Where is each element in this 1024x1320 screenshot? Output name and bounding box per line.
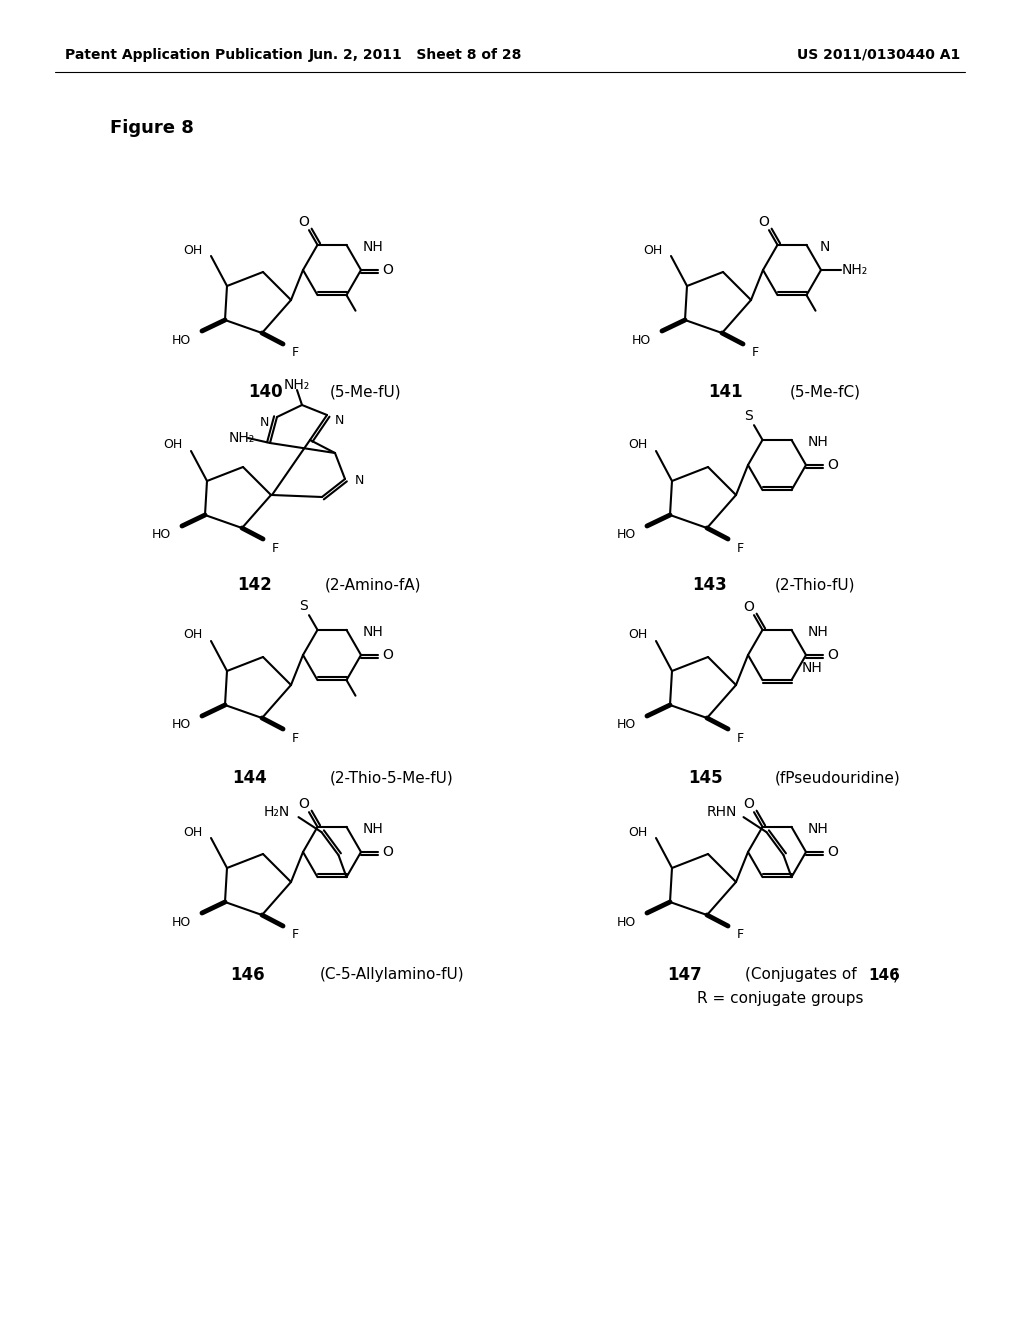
Text: O: O xyxy=(383,263,393,277)
Text: NH: NH xyxy=(802,661,822,675)
Text: OH: OH xyxy=(629,825,647,838)
Text: Patent Application Publication: Patent Application Publication xyxy=(65,48,303,62)
Text: (5-Me-fC): (5-Me-fC) xyxy=(790,384,861,400)
Text: HO: HO xyxy=(632,334,651,346)
Text: NH: NH xyxy=(808,434,828,449)
Text: H₂N: H₂N xyxy=(263,805,290,820)
Text: NH₂: NH₂ xyxy=(284,378,310,392)
Text: O: O xyxy=(299,796,309,810)
Text: OH: OH xyxy=(629,438,647,451)
Text: OH: OH xyxy=(164,438,182,451)
Text: OH: OH xyxy=(183,825,203,838)
Text: F: F xyxy=(292,346,299,359)
Text: NH₂: NH₂ xyxy=(842,263,868,277)
Text: NH: NH xyxy=(362,822,383,836)
Text: N: N xyxy=(335,413,344,426)
Text: S: S xyxy=(299,599,308,612)
Text: F: F xyxy=(292,928,299,941)
Text: ): ) xyxy=(893,968,899,982)
Text: 146: 146 xyxy=(230,966,265,983)
Text: O: O xyxy=(827,458,839,473)
Text: NH: NH xyxy=(808,624,828,639)
Text: (2-Amino-fA): (2-Amino-fA) xyxy=(325,578,422,593)
Text: NH₂: NH₂ xyxy=(229,432,255,445)
Text: US 2011/0130440 A1: US 2011/0130440 A1 xyxy=(797,48,961,62)
Text: 143: 143 xyxy=(692,576,727,594)
Text: O: O xyxy=(383,648,393,663)
Text: O: O xyxy=(827,845,839,859)
Text: 144: 144 xyxy=(232,770,267,787)
Text: OH: OH xyxy=(629,628,647,642)
Text: O: O xyxy=(299,215,309,228)
Text: 141: 141 xyxy=(708,383,742,401)
Text: NH: NH xyxy=(362,240,383,253)
Text: OH: OH xyxy=(183,628,203,642)
Text: (Conjugates of: (Conjugates of xyxy=(745,968,861,982)
Text: O: O xyxy=(743,599,755,614)
Text: N: N xyxy=(260,416,269,429)
Text: RHN: RHN xyxy=(707,805,736,820)
Text: O: O xyxy=(743,796,755,810)
Text: 142: 142 xyxy=(238,576,272,594)
Text: OH: OH xyxy=(643,243,663,256)
Text: S: S xyxy=(744,409,753,422)
Text: F: F xyxy=(737,541,744,554)
Text: (2-Thio-fU): (2-Thio-fU) xyxy=(775,578,855,593)
Text: F: F xyxy=(752,346,759,359)
Text: Jun. 2, 2011   Sheet 8 of 28: Jun. 2, 2011 Sheet 8 of 28 xyxy=(308,48,521,62)
Text: HO: HO xyxy=(616,528,636,541)
Text: O: O xyxy=(759,215,769,228)
Text: N: N xyxy=(819,240,829,253)
Text: HO: HO xyxy=(172,718,191,731)
Text: OH: OH xyxy=(183,243,203,256)
Text: HO: HO xyxy=(616,718,636,731)
Text: HO: HO xyxy=(152,528,171,541)
Text: HO: HO xyxy=(616,916,636,928)
Text: NH: NH xyxy=(362,624,383,639)
Text: (fPseudouridine): (fPseudouridine) xyxy=(775,771,901,785)
Text: (2-Thio-5-Me-fU): (2-Thio-5-Me-fU) xyxy=(330,771,454,785)
Text: 140: 140 xyxy=(248,383,283,401)
Text: (5-Me-fU): (5-Me-fU) xyxy=(330,384,401,400)
Text: HO: HO xyxy=(172,916,191,928)
Text: F: F xyxy=(737,731,744,744)
Text: (C-5-Allylamino-fU): (C-5-Allylamino-fU) xyxy=(319,968,465,982)
Text: Figure 8: Figure 8 xyxy=(110,119,194,137)
Text: 145: 145 xyxy=(688,770,722,787)
Text: O: O xyxy=(827,648,839,663)
Text: F: F xyxy=(737,928,744,941)
Text: 146: 146 xyxy=(868,968,900,982)
Text: F: F xyxy=(272,541,280,554)
Text: HO: HO xyxy=(172,334,191,346)
Text: 147: 147 xyxy=(668,966,702,983)
Text: F: F xyxy=(292,731,299,744)
Text: R = conjugate groups: R = conjugate groups xyxy=(696,990,863,1006)
Text: O: O xyxy=(383,845,393,859)
Text: NH: NH xyxy=(808,822,828,836)
Text: N: N xyxy=(355,474,365,487)
